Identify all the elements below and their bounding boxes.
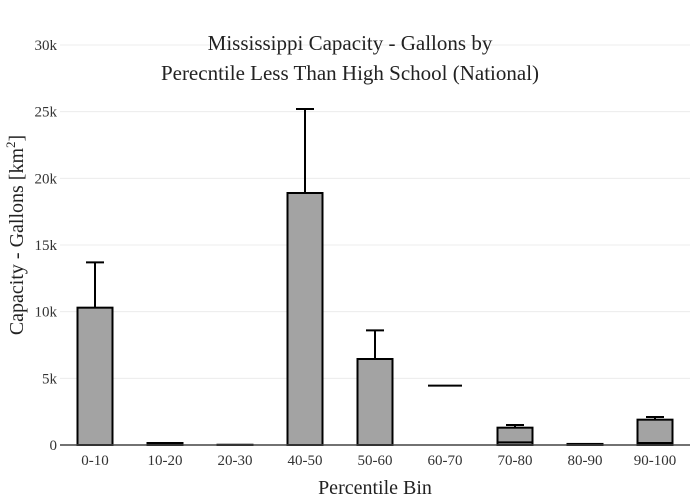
x-tick-label: 40-50 bbox=[288, 453, 323, 469]
chart-title-line-1: Mississippi Capacity - Gallons by bbox=[208, 31, 493, 55]
x-tick-labels: 0-10 10-20 20-30 40-50 50-60 60-70 70-80 80-90 9… bbox=[81, 453, 676, 469]
y-tick-label: 30k bbox=[35, 38, 58, 54]
x-tick-label: 70-80 bbox=[498, 453, 533, 469]
y-tick-labels: 0 5k 10k 15k 20k 25k 30k bbox=[35, 38, 58, 454]
y-tick-label: 5k bbox=[42, 371, 58, 387]
x-axis-title: Percentile Bin bbox=[318, 477, 432, 499]
bars bbox=[76, 192, 674, 447]
bar-50-60 bbox=[356, 358, 394, 446]
x-tick-label: 0-10 bbox=[81, 453, 109, 469]
x-tick-label: 90-100 bbox=[634, 453, 677, 469]
y-axis-title-main: Capacity - Gallons [km bbox=[6, 148, 28, 336]
chart-title-line-2: Perecntile Less Than High School (Nation… bbox=[161, 61, 539, 85]
x-tick-label: 10-20 bbox=[148, 453, 183, 469]
y-axis-title-end: ] bbox=[6, 135, 28, 142]
gridlines bbox=[60, 44, 690, 379]
y-tick-label: 20k bbox=[35, 171, 58, 187]
y-tick-label: 0 bbox=[50, 438, 58, 454]
x-tick-label: 20-30 bbox=[218, 453, 253, 469]
y-tick-label: 25k bbox=[35, 105, 58, 121]
bar-0-10 bbox=[76, 306, 114, 446]
bar-40-50 bbox=[286, 192, 324, 446]
bar-90-100 bbox=[636, 418, 674, 446]
y-axis-title: Capacity - Gallons [km2] bbox=[3, 135, 28, 335]
y-tick-label: 15k bbox=[35, 238, 58, 254]
y-axis-title-superscript: 2 bbox=[3, 141, 18, 148]
y-tick-label: 10k bbox=[35, 305, 58, 321]
x-tick-label: 50-60 bbox=[358, 453, 393, 469]
x-tick-label: 60-70 bbox=[428, 453, 463, 469]
x-tick-label: 80-90 bbox=[568, 453, 603, 469]
error-bars bbox=[86, 108, 664, 428]
